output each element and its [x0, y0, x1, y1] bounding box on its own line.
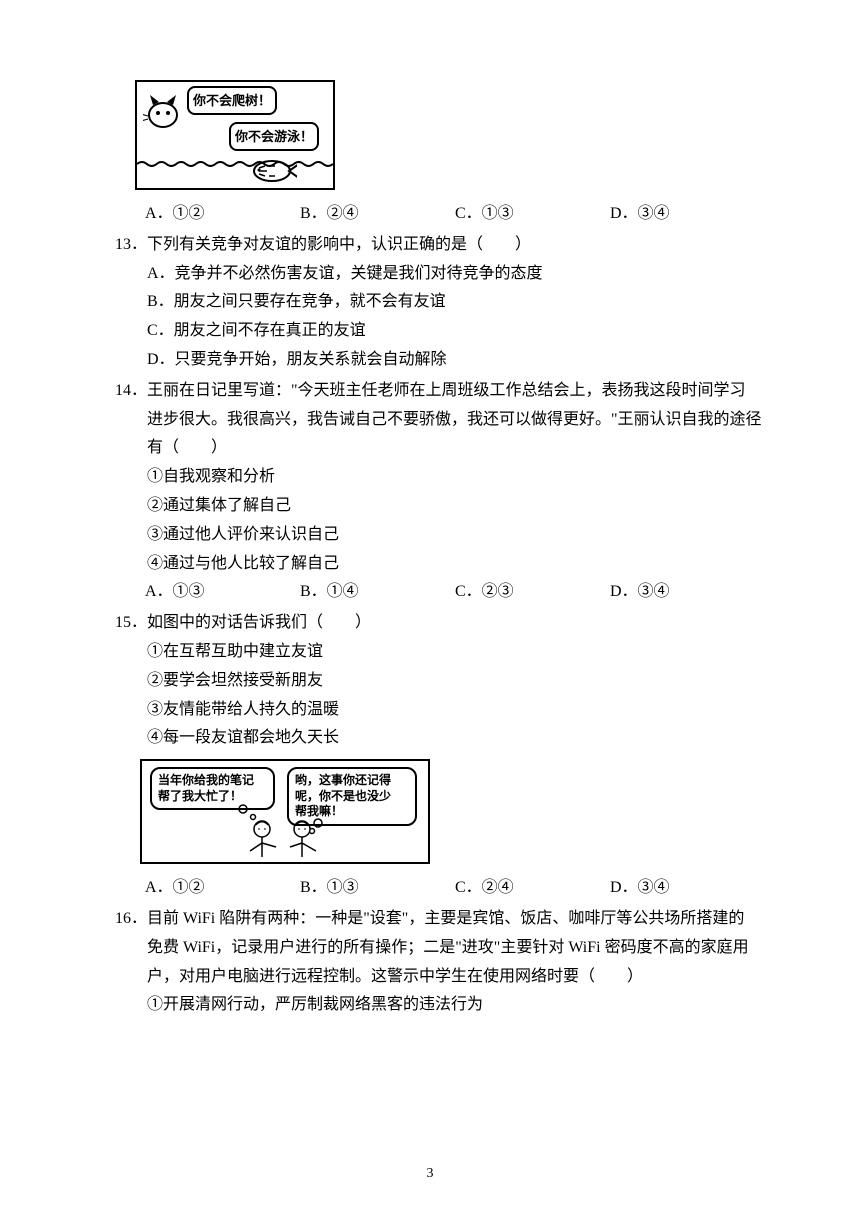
cartoon-image-2: 当年你给我的笔记 帮了我大忙了！ 哟，这事你还记得 呢，你不是也没少 帮我嘛！	[140, 759, 430, 864]
q12-opt-b: B．②④	[300, 200, 455, 229]
q14-stem-l1: 14．王丽在日记里写道："今天班主任老师在上周班级工作总结会上，表扬我这段时间学…	[115, 377, 765, 406]
q14-stem-l2: 进步很大。我很高兴，我告诫自己不要骄傲，我还可以做得更好。"王丽认识自我的途径	[115, 406, 765, 435]
q12-options: A．①② B．②④ C．①③ D．③④	[145, 200, 765, 229]
bubble-right-l1: 哟，这事你还记得	[295, 773, 391, 787]
q14-opt-c: C．②③	[455, 578, 610, 607]
q16-stem-l2: 免费 WiFi，记录用户进行的所有操作；二是"进攻"主要针对 WiFi 密码度不…	[115, 934, 765, 963]
q13-opt-d: D．只要竞争开始，朋友关系就会自动解除	[115, 346, 765, 375]
q15-s3: ③友情能带给人持久的温暖	[115, 696, 765, 725]
q15-opt-b: B．①③	[300, 874, 455, 903]
q15-options: A．①② B．①③ C．②④ D．③④	[145, 874, 765, 903]
page-number: 3	[0, 1161, 860, 1186]
q14-s1: ①自我观察和分析	[115, 463, 765, 492]
q14-s2: ②通过集体了解自己	[115, 492, 765, 521]
q12-opt-a: A．①②	[145, 200, 300, 229]
q12-opt-c: C．①③	[455, 200, 610, 229]
q14-options: A．①③ B．①④ C．②③ D．③④	[145, 578, 765, 607]
q13-stem: 13．下列有关竞争对友谊的影响中，认识正确的是（ ）	[115, 231, 765, 260]
cartoon-image-1: 你不会爬树！ 你不会游泳！	[135, 80, 335, 190]
q15-opt-d: D．③④	[610, 874, 765, 903]
bubble-left-l2: 帮了我大忙了！	[158, 789, 242, 803]
q13-opt-a: A．竞争并不必然伤害友谊，关键是我们对待竞争的态度	[115, 260, 765, 289]
speech-bubble-1: 你不会爬树！	[187, 86, 277, 115]
q16-stem-l3: 户，对用户电脑进行远程控制。这警示中学生在使用网络时要（ ）	[115, 963, 765, 992]
q14-s3: ③通过他人评价来认识自己	[115, 521, 765, 550]
q13-opt-b: B．朋友之间只要存在竞争，就不会有友谊	[115, 288, 765, 317]
q15-opt-c: C．②④	[455, 874, 610, 903]
q14-s4: ④通过与他人比较了解自己	[115, 550, 765, 579]
fish-drawing	[247, 156, 297, 186]
q15-s4: ④每一段友谊都会地久天长	[115, 724, 765, 753]
bubble-left-l1: 当年你给我的笔记	[158, 773, 254, 787]
q16-stem-l1: 16．目前 WiFi 陷阱有两种：一种是"设套"，主要是宾馆、饭店、咖啡厅等公共…	[115, 905, 765, 934]
bubble-right-l2: 呢，你不是也没少	[295, 789, 391, 803]
water-wave	[137, 150, 333, 158]
people-drawing	[242, 817, 332, 862]
speech-bubble-2: 你不会游泳！	[229, 122, 319, 151]
q14-opt-a: A．①③	[145, 578, 300, 607]
q14-opt-b: B．①④	[300, 578, 455, 607]
q13-opt-c: C．朋友之间不存在真正的友谊	[115, 317, 765, 346]
q16-s1: ①开展清网行动，严厉制裁网络黑客的违法行为	[115, 991, 765, 1020]
cat-drawing	[143, 90, 185, 132]
q15-opt-a: A．①②	[145, 874, 300, 903]
q14-opt-d: D．③④	[610, 578, 765, 607]
q14-stem-l3: 有（ ）	[115, 434, 765, 463]
q15-stem: 15．如图中的对话告诉我们（ ）	[115, 609, 765, 638]
q15-s1: ①在互帮互助中建立友谊	[115, 638, 765, 667]
q15-s2: ②要学会坦然接受新朋友	[115, 667, 765, 696]
q12-opt-d: D．③④	[610, 200, 765, 229]
